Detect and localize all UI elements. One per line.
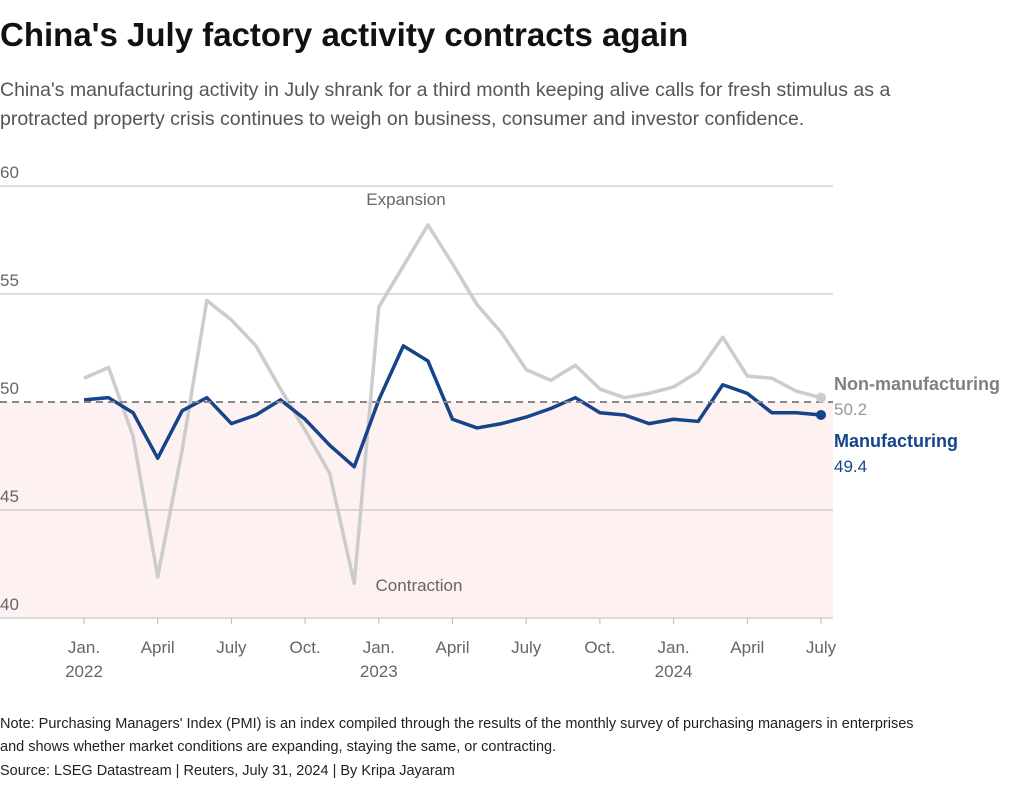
x-tick-label: April [730,638,764,657]
line [83,223,822,586]
y-tick-label: 55 [0,271,19,290]
x-tick-label: April [435,638,469,657]
legend-label: Manufacturing [834,431,958,451]
y-tick-label: 50 [0,379,19,398]
annotation: Contraction [376,576,463,595]
source: Source: LSEG Datastream | Reuters, July … [0,763,455,779]
x-tick-label: Jan. 2022 [65,638,103,681]
x-tick-label: Jan. 2023 [360,638,398,681]
x-tick-label: Jan. 2024 [655,638,693,681]
end-point [816,409,826,420]
y-tick-label: 45 [0,487,19,506]
x-tick-label: April [141,638,175,657]
y-tick-label: 40 [0,595,19,614]
subtitle: protracted property crisis continues to … [0,108,804,130]
end-point [816,392,826,403]
x-tick-label: Oct. [584,638,615,657]
value-label: 50.2 [834,400,867,419]
note: and shows whether market conditions are … [0,739,556,755]
value-label: 49.4 [834,457,867,476]
x-tick-label: Oct. [290,638,321,657]
annotation: Expansion [366,190,445,209]
line [83,344,822,469]
x-tick-label: July [511,638,542,657]
x-tick-label: July [216,638,247,657]
legend-label: Non-manufacturing [834,374,1000,394]
y-tick-label: 60 [0,163,19,182]
chart-title: China's July factory activity contracts … [0,16,688,53]
x-tick-label: July [806,638,837,657]
note: Note: Purchasing Managers' Index (PMI) i… [0,716,914,732]
subtitle: China's manufacturing activity in July s… [0,79,890,101]
